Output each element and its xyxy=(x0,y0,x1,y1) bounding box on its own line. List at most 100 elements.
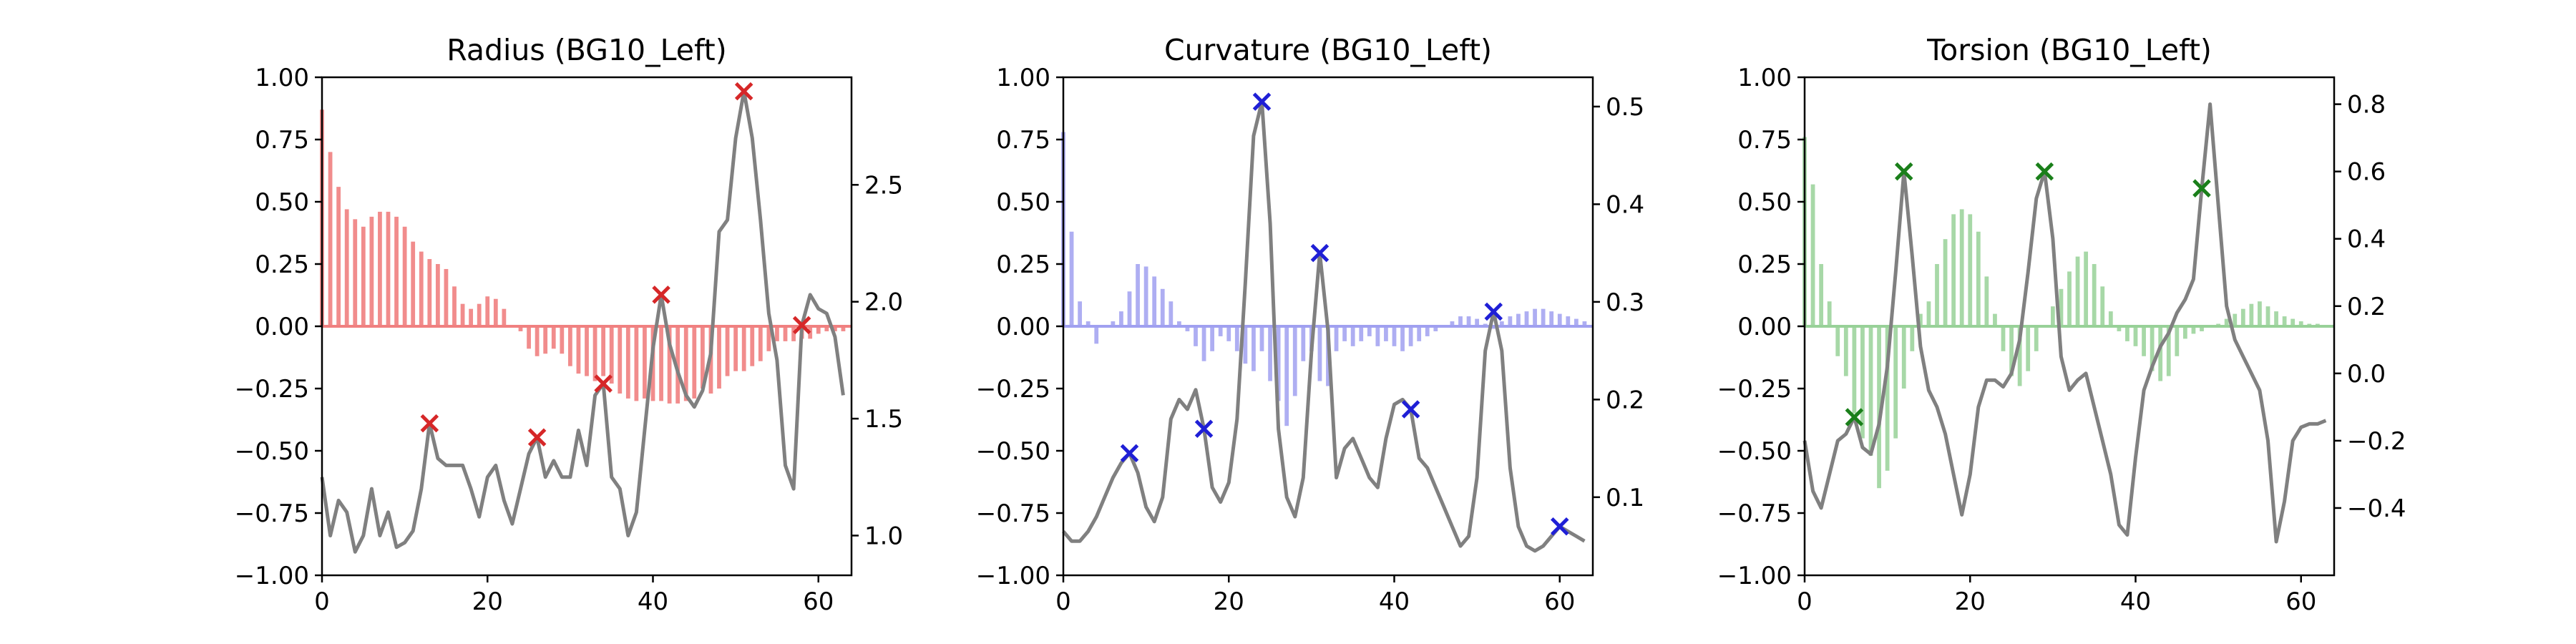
peak-marker-stroke xyxy=(1120,444,1139,463)
bar xyxy=(1136,264,1140,326)
bar xyxy=(1843,326,1848,376)
bar xyxy=(1926,301,1931,326)
peak-marker-stroke xyxy=(527,428,547,447)
bar xyxy=(2108,311,2113,326)
bar xyxy=(1533,308,1537,326)
y-tick-label: 0.25 xyxy=(996,250,1050,279)
y-tick-label: −0.50 xyxy=(1717,437,1792,466)
bar xyxy=(527,326,531,349)
bar xyxy=(378,211,382,326)
bar xyxy=(2290,318,2296,326)
peak-marker-stroke xyxy=(1401,400,1420,419)
bar xyxy=(2092,264,2097,326)
bar xyxy=(402,226,407,326)
bar xyxy=(1317,326,1322,381)
bar xyxy=(625,326,630,399)
bar xyxy=(2017,326,2022,386)
peak-marker xyxy=(420,414,439,433)
y2-tick-label: 1.5 xyxy=(864,405,903,434)
bar xyxy=(2150,326,2155,371)
bar xyxy=(2133,326,2138,346)
x-tick-label: 0 xyxy=(314,587,330,616)
bar xyxy=(576,326,581,374)
bar xyxy=(783,326,788,341)
bar xyxy=(1152,276,1157,326)
chart-title: Radius (BG10_Left) xyxy=(447,33,726,67)
bar xyxy=(1169,301,1174,326)
bar xyxy=(1350,326,1355,346)
peak-marker-stroke xyxy=(420,414,439,433)
bar xyxy=(609,326,614,384)
y2-tick-label: 0.2 xyxy=(1606,386,1644,414)
bar xyxy=(601,326,606,376)
bar xyxy=(369,216,374,326)
peak-marker xyxy=(1550,517,1569,536)
bar xyxy=(535,326,540,356)
bar xyxy=(543,326,548,354)
bar xyxy=(1143,266,1148,326)
bar xyxy=(1852,326,1857,414)
bar xyxy=(832,326,837,331)
y-tick-label: −0.75 xyxy=(1717,499,1792,528)
peak-marker-stroke xyxy=(734,82,753,101)
bar xyxy=(336,187,341,326)
bar xyxy=(328,152,333,326)
bar xyxy=(2059,288,2064,326)
x-tick-label: 20 xyxy=(1214,587,1244,616)
bar xyxy=(1359,326,1364,341)
bar xyxy=(2117,326,2122,331)
bar xyxy=(567,326,572,366)
peak-marker-stroke xyxy=(594,374,613,393)
bar xyxy=(683,326,688,401)
bar xyxy=(1342,326,1347,341)
bar xyxy=(1582,321,1587,326)
peak-marker xyxy=(594,374,613,393)
peak-marker-stroke xyxy=(1484,302,1503,321)
peak-marker-stroke xyxy=(2192,179,2211,197)
bar xyxy=(1943,239,1948,326)
bar xyxy=(1835,326,1840,356)
peak-marker-stroke xyxy=(652,286,670,304)
bar xyxy=(643,326,647,399)
bar xyxy=(1993,313,1997,326)
bar xyxy=(841,326,846,331)
bar xyxy=(1119,311,1123,326)
bar xyxy=(1984,276,1989,326)
y2-tick-label: 2.5 xyxy=(864,171,903,200)
peak-marker-stroke xyxy=(1252,92,1272,111)
peak-marker-stroke xyxy=(1310,243,1330,263)
bar xyxy=(2142,326,2146,356)
y-tick-label: −0.25 xyxy=(235,375,309,404)
bar xyxy=(2125,326,2129,341)
peak-marker-stroke xyxy=(1845,408,1864,426)
bar xyxy=(2166,326,2171,376)
bar xyxy=(2282,316,2287,326)
x-tick-label: 0 xyxy=(1055,587,1071,616)
chart-title: Curvature (BG10_Left) xyxy=(1164,33,1492,67)
bar xyxy=(2191,326,2196,334)
y2-tick-label: 0.6 xyxy=(2347,158,2386,187)
bar xyxy=(1508,316,1513,326)
y-tick-label: −0.75 xyxy=(976,499,1050,528)
bar xyxy=(1951,214,1956,326)
peak-marker-stroke xyxy=(1894,162,1913,181)
bar xyxy=(1877,326,1881,489)
peak-marker xyxy=(1310,243,1330,263)
bar xyxy=(1226,326,1231,341)
y-tick-label: 0.25 xyxy=(255,250,309,279)
y-tick-label: −0.75 xyxy=(235,499,309,528)
bar xyxy=(1078,301,1083,326)
y-tick-label: −1.00 xyxy=(976,562,1050,590)
bar xyxy=(1194,326,1198,346)
bar xyxy=(1069,231,1074,326)
bar xyxy=(361,226,366,326)
chart-panel-1: −1.00−0.75−0.50−0.250.000.250.500.751.00… xyxy=(235,33,903,616)
series-line xyxy=(1062,99,1586,553)
bar xyxy=(1085,321,1091,326)
y-tick-label: 0.50 xyxy=(996,188,1050,217)
bar xyxy=(1466,316,1471,326)
bar xyxy=(1400,326,1405,351)
bar xyxy=(659,326,663,401)
peak-marker xyxy=(2035,162,2054,181)
